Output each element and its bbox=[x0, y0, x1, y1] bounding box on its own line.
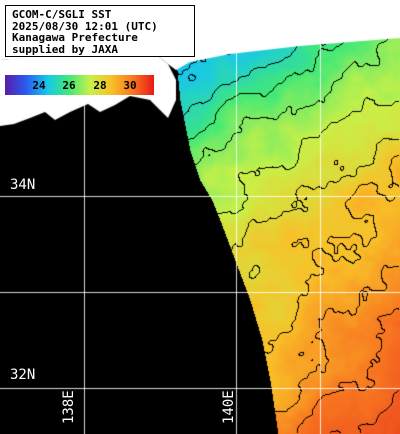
lat-label-34n: 34N bbox=[10, 177, 36, 193]
colorbar-tick-24: 24 bbox=[32, 79, 46, 92]
lon-label-140e: 140E bbox=[221, 390, 237, 424]
colorbar-tick-28: 28 bbox=[93, 79, 107, 92]
credit: supplied by JAXA bbox=[12, 42, 118, 56]
region-name: Kanagawa Prefecture bbox=[12, 31, 138, 44]
colorbar-tick-26: 26 bbox=[62, 79, 76, 92]
color-bar: 24 26 28 30 bbox=[4, 74, 155, 96]
info-box: GCOM-C/SGLI SST 2025/08/30 12:01 (UTC) K… bbox=[5, 5, 195, 57]
timestamp: 2025/08/30 12:01 (UTC) bbox=[12, 19, 158, 33]
colorbar-tick-30: 30 bbox=[123, 79, 137, 92]
lon-label-138e: 138E bbox=[61, 390, 77, 424]
lat-label-32n: 32N bbox=[10, 367, 36, 383]
product-name: GCOM-C/SGLI SST bbox=[12, 8, 112, 21]
